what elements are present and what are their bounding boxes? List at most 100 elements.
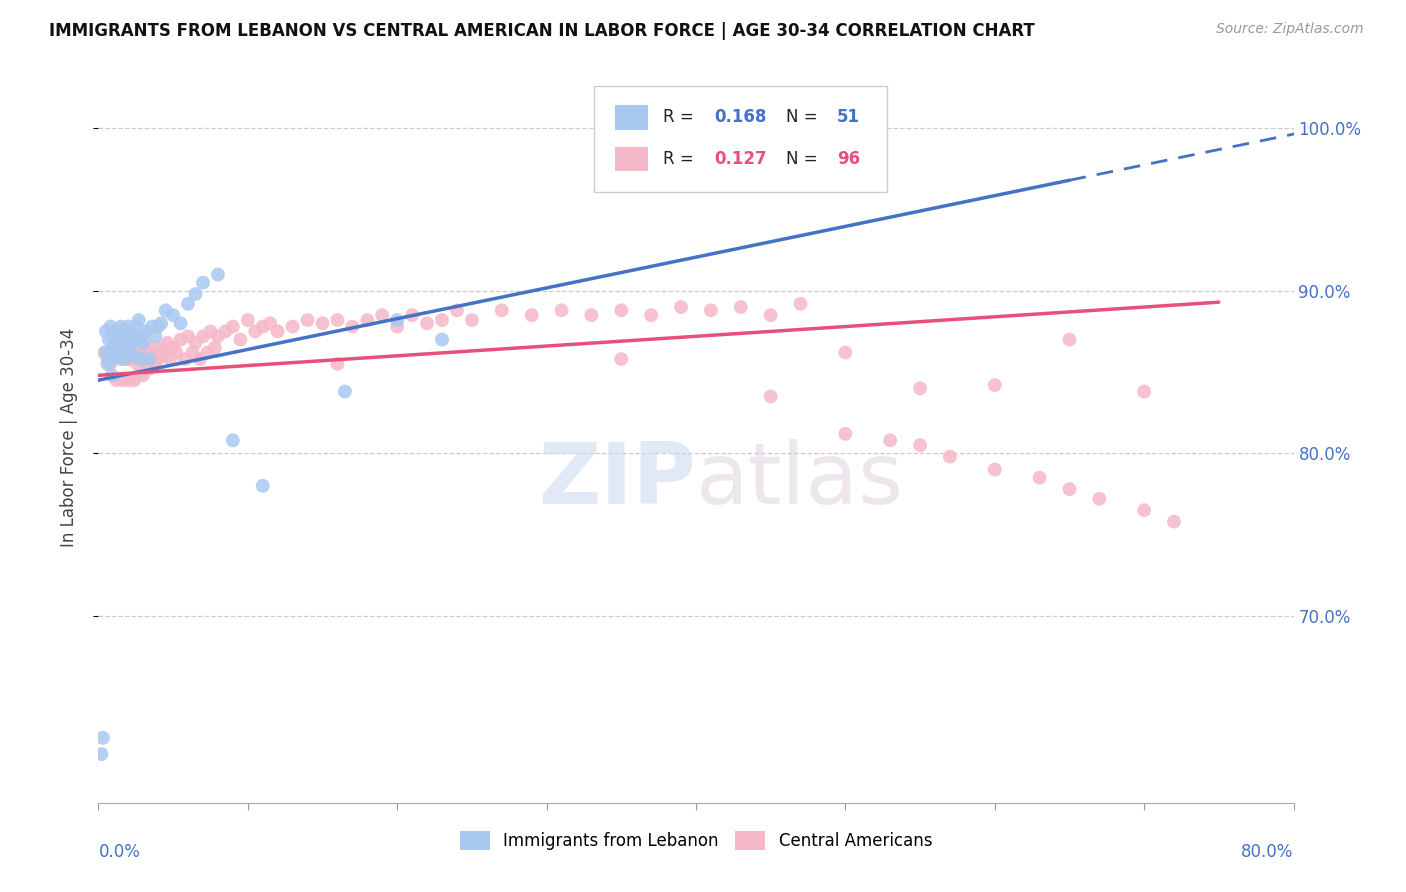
FancyBboxPatch shape xyxy=(595,86,887,192)
Point xyxy=(96,357,118,371)
Point xyxy=(110,352,132,367)
Point xyxy=(141,345,163,359)
Point xyxy=(1163,515,1185,529)
Point xyxy=(115,329,138,343)
Point xyxy=(110,319,132,334)
Point xyxy=(128,313,150,327)
Text: R =: R = xyxy=(662,150,699,168)
Point xyxy=(91,731,114,745)
Point xyxy=(326,313,349,327)
Point xyxy=(132,335,155,350)
Point xyxy=(184,287,207,301)
Text: Source: ZipAtlas.com: Source: ZipAtlas.com xyxy=(1216,22,1364,37)
Point xyxy=(156,335,179,350)
Point xyxy=(98,357,122,371)
Text: 0.168: 0.168 xyxy=(714,109,766,127)
Point xyxy=(114,325,136,339)
Point xyxy=(118,345,141,359)
Point xyxy=(520,308,543,322)
Point xyxy=(98,319,122,334)
Point xyxy=(1059,333,1081,347)
Point xyxy=(118,352,141,367)
Point xyxy=(385,313,409,327)
Point xyxy=(121,329,143,343)
Point xyxy=(416,316,439,330)
Point xyxy=(1133,503,1156,517)
Point xyxy=(97,333,120,347)
Point xyxy=(1133,384,1156,399)
Point xyxy=(105,373,128,387)
Point xyxy=(155,303,177,318)
Point xyxy=(124,349,146,363)
Point xyxy=(103,335,125,350)
Point xyxy=(98,345,122,359)
Point xyxy=(143,357,166,371)
Point xyxy=(610,352,633,367)
Point xyxy=(1059,482,1081,496)
Point xyxy=(115,352,138,367)
Point xyxy=(281,319,304,334)
Point xyxy=(834,345,856,359)
Point xyxy=(111,373,134,387)
Point xyxy=(207,329,229,343)
FancyBboxPatch shape xyxy=(614,105,648,129)
Point xyxy=(252,479,274,493)
Point xyxy=(401,308,423,322)
Point xyxy=(184,335,207,350)
Point xyxy=(939,450,962,464)
Point xyxy=(177,297,200,311)
Point xyxy=(114,335,136,350)
Point xyxy=(139,341,162,355)
Point xyxy=(461,313,484,327)
Text: 80.0%: 80.0% xyxy=(1241,844,1294,862)
Point xyxy=(191,329,214,343)
Point xyxy=(550,303,572,318)
Point xyxy=(138,361,160,376)
Point xyxy=(90,747,112,761)
Point xyxy=(191,276,214,290)
Point xyxy=(342,319,364,334)
Point xyxy=(162,308,184,322)
Point xyxy=(759,389,782,403)
Point xyxy=(908,438,931,452)
Point xyxy=(610,303,633,318)
Point xyxy=(148,319,170,334)
Point xyxy=(129,352,152,367)
Point xyxy=(114,345,136,359)
Point xyxy=(984,378,1007,392)
Point xyxy=(356,313,378,327)
Point xyxy=(640,308,662,322)
Point xyxy=(103,325,125,339)
Text: 0.0%: 0.0% xyxy=(98,844,141,862)
Point xyxy=(135,325,157,339)
Point xyxy=(117,373,139,387)
Point xyxy=(214,325,236,339)
Point xyxy=(491,303,513,318)
Point xyxy=(188,352,211,367)
Point xyxy=(103,352,125,367)
Point xyxy=(759,308,782,322)
Point xyxy=(117,319,139,334)
Point xyxy=(105,329,128,343)
Point xyxy=(145,345,167,359)
Point xyxy=(326,357,349,371)
Point xyxy=(125,319,148,334)
Point xyxy=(430,333,453,347)
Point xyxy=(148,352,170,367)
Point xyxy=(385,319,409,334)
Point xyxy=(229,333,252,347)
Text: R =: R = xyxy=(662,109,699,127)
Point xyxy=(174,352,197,367)
Text: N =: N = xyxy=(786,150,823,168)
Text: IMMIGRANTS FROM LEBANON VS CENTRAL AMERICAN IN LABOR FORCE | AGE 30-34 CORRELATI: IMMIGRANTS FROM LEBANON VS CENTRAL AMERI… xyxy=(49,22,1035,40)
Point xyxy=(127,357,149,371)
Point xyxy=(252,319,274,334)
Point xyxy=(112,352,135,367)
Point xyxy=(197,345,219,359)
Point xyxy=(96,352,118,367)
Point xyxy=(153,349,176,363)
Point xyxy=(127,333,149,347)
Point xyxy=(581,308,603,322)
Point xyxy=(236,313,259,327)
Point xyxy=(789,297,811,311)
